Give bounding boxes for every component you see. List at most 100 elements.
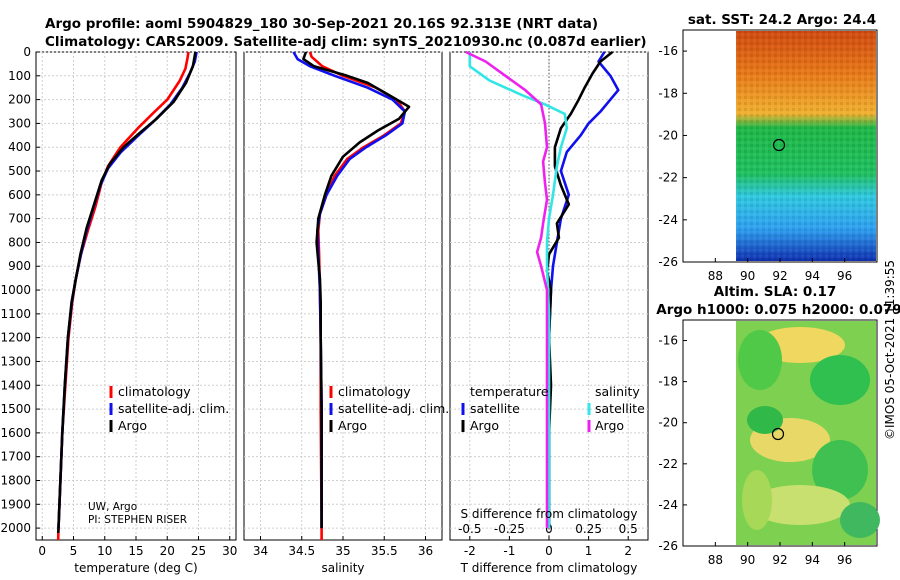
legend-climatology: climatology	[118, 384, 191, 399]
map-lon-label: 94	[805, 553, 820, 567]
y-tick-label: 1400	[0, 378, 31, 392]
y-tick-label: 400	[8, 140, 31, 154]
sla-map-title1: Altim. SLA: 0.17	[714, 284, 836, 300]
temperature-legend: climatology satellite-adj. clim. Argo	[109, 384, 229, 433]
sla-field	[736, 321, 880, 545]
map-lon-label: 96	[837, 269, 852, 283]
s-diff-tick-label: -0.5	[458, 522, 481, 536]
y-tick-label: 800	[8, 235, 31, 249]
legend2-climatology: climatology	[338, 384, 411, 399]
y-tick-label: 1500	[0, 402, 31, 416]
map-lon-label: 94	[805, 269, 820, 283]
salinity-panel: 34 34.5 35 35.5 36 salinity climatology sate…	[243, 51, 449, 575]
s-diff-tick-label: -0.25	[494, 522, 525, 536]
y-tick-label: 1600	[0, 426, 31, 440]
map-lat-label: -16	[658, 44, 678, 58]
map-lat-label: -18	[658, 86, 678, 100]
sst-map: sat. SST: 24.2 Argo: 24.4 -16 -18 -20 -22 -2…	[658, 12, 878, 283]
timestamp: ©IMOS 05-Oct-2021 11:39:55	[883, 260, 897, 440]
x-tick-label: 20	[160, 544, 175, 558]
salinity-xlabel: salinity	[321, 561, 364, 575]
y-tick-label: 0	[23, 45, 31, 59]
y-tick-label: 1200	[0, 331, 31, 345]
y-tick-label: 1000	[0, 283, 31, 297]
map-lat-label: -22	[658, 171, 678, 185]
difference-xlabel: T difference from climatology	[460, 561, 638, 575]
map-lat-label: -26	[658, 255, 678, 269]
y-tick-label: 100	[8, 69, 31, 83]
difference-legend-right: salinity satellite Argo	[587, 384, 645, 433]
sst-map-title: sat. SST: 24.2 Argo: 24.4	[688, 12, 876, 28]
x-tick-label: 2	[624, 544, 632, 558]
y-tick-label: 2000	[0, 521, 31, 535]
legend3-s-satellite: satellite	[595, 401, 645, 416]
map-lat-label: -22	[658, 457, 678, 471]
map-lat-label: -20	[658, 128, 678, 142]
x-tick-label: 34	[253, 544, 268, 558]
s-diff-tick-label: 0	[545, 522, 553, 536]
credit-line2: PI: STEPHEN RISER	[88, 514, 187, 526]
temperature-panel: 0100200300400500600700800900100011001200…	[0, 45, 237, 575]
map-lon-label: 92	[772, 269, 787, 283]
map-lon-label: 90	[740, 553, 755, 567]
figure-title-line2: Climatology: CARS2009. Satellite-adj cli…	[45, 34, 647, 50]
y-tick-label: 300	[8, 116, 31, 130]
map-lon-label: 96	[837, 553, 852, 567]
y-tick-label: 500	[8, 164, 31, 178]
legend3-s-argo: Argo	[595, 418, 624, 433]
difference-legend-left: temperature satellite Argo	[461, 384, 549, 433]
x-tick-label: 0	[545, 544, 553, 558]
legend-satellite: satellite-adj. clim.	[118, 401, 229, 416]
map-lon-label: 90	[740, 269, 755, 283]
y-tick-label: 1800	[0, 473, 31, 487]
map-lon-label: 88	[708, 269, 723, 283]
series-line-argo	[302, 51, 411, 529]
y-tick-label: 900	[8, 259, 31, 273]
credit-line1: UW, Argo	[88, 501, 137, 513]
sst-argo-location-marker	[772, 138, 786, 152]
map-lat-label: -16	[658, 334, 678, 348]
x-tick-label: -1	[503, 544, 515, 558]
y-tick-label: 1100	[0, 307, 31, 321]
legend3-salinity-title: salinity	[595, 384, 640, 399]
y-tick-label: 1900	[0, 497, 31, 511]
x-tick-label: -2	[464, 544, 476, 558]
legend2-satellite: satellite-adj. clim.	[338, 401, 449, 416]
x-tick-label: 36	[418, 544, 433, 558]
temperature-xlabel: temperature (deg C)	[74, 561, 197, 575]
y-tick-label: 200	[8, 93, 31, 107]
y-tick-label: 1300	[0, 354, 31, 368]
map-lat-label: -18	[658, 375, 678, 389]
series-line-argo	[56, 51, 197, 533]
legend3-t-argo: Argo	[470, 418, 499, 433]
x-tick-label: 15	[128, 544, 143, 558]
x-tick-label: 35.5	[371, 544, 398, 558]
x-tick-label: 25	[191, 544, 206, 558]
sla-argo-location-marker	[771, 427, 785, 441]
x-tick-label: 10	[97, 544, 112, 558]
sla-map-title2: Argo h1000: 0.075 h2000: 0.079	[656, 302, 900, 318]
legend2-argo: Argo	[338, 418, 367, 433]
legend3-temperature-title: temperature	[470, 384, 549, 399]
difference-xlabel-top: S difference from climatology	[461, 507, 638, 521]
map-lat-label: -24	[658, 498, 678, 512]
legend3-t-satellite: satellite	[470, 401, 520, 416]
map-lat-label: -26	[658, 539, 678, 553]
sla-map: Altim. SLA: 0.17 Argo h1000: 0.075 h2000…	[656, 284, 900, 567]
difference-panel: -2 -1 0 1 2 -0.5 -0.25 0 0.25 0.5 T difference f…	[449, 50, 649, 575]
x-tick-label: 5	[70, 544, 78, 558]
salinity-legend: climatology satellite-adj. clim. Argo	[329, 384, 449, 433]
series-line-s-argo	[465, 50, 549, 529]
map-lat-label: -20	[658, 416, 678, 430]
figure-title-line1: Argo profile: aoml 5904829_180 30-Sep-20…	[45, 16, 598, 32]
x-tick-label: 35	[335, 544, 350, 558]
y-tick-label: 600	[8, 188, 31, 202]
map-lon-label: 88	[708, 553, 723, 567]
legend-argo: Argo	[118, 418, 147, 433]
x-tick-label: 0	[38, 544, 46, 558]
x-tick-label: 30	[222, 544, 237, 558]
y-tick-label: 1700	[0, 450, 31, 464]
x-tick-label: 1	[585, 544, 593, 558]
s-diff-tick-label: 0.25	[575, 522, 602, 536]
